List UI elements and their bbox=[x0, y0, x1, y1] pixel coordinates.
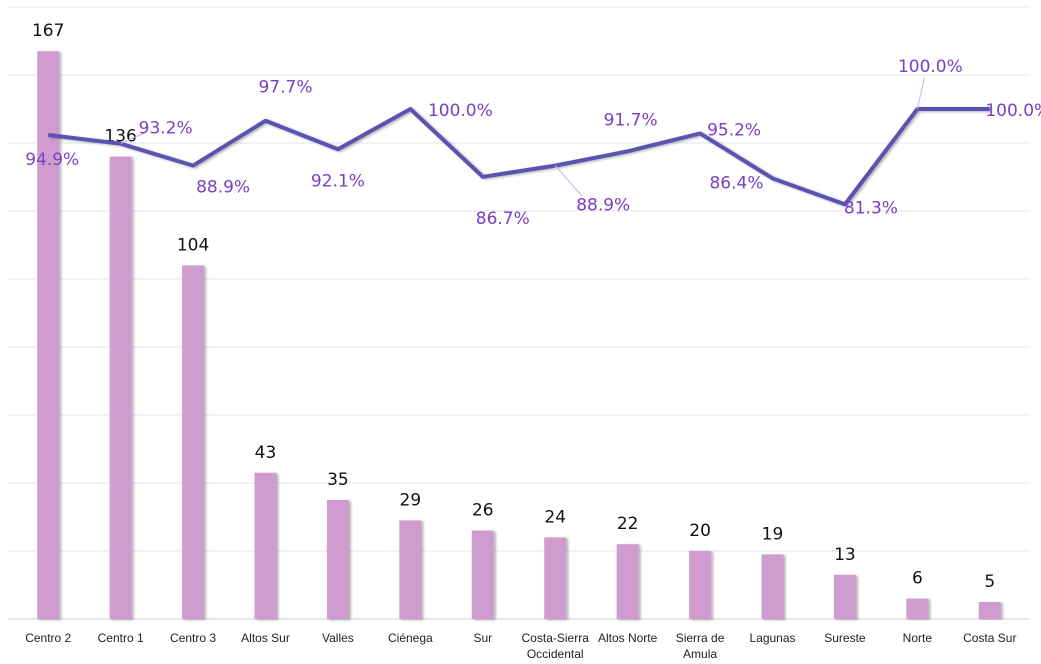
line-label: 86.7% bbox=[476, 209, 530, 229]
x-tick-label: Costa Sur bbox=[963, 631, 1017, 645]
leader-line bbox=[916, 77, 925, 110]
line-label: 88.9% bbox=[576, 196, 630, 216]
bar bbox=[689, 551, 712, 619]
line-label: 97.7% bbox=[258, 78, 312, 98]
bar-label: 29 bbox=[400, 490, 422, 510]
bar-label: 19 bbox=[762, 524, 784, 544]
line-label: 95.2% bbox=[707, 120, 761, 140]
bar-label: 20 bbox=[689, 521, 711, 541]
bar bbox=[978, 602, 1001, 619]
bar bbox=[254, 472, 277, 619]
bar-label: 167 bbox=[32, 21, 64, 41]
bar bbox=[761, 554, 784, 619]
line-label: 86.4% bbox=[709, 173, 763, 193]
x-tick-label: Sureste bbox=[824, 631, 866, 645]
x-tick-label: Valles bbox=[322, 631, 354, 645]
leader-line bbox=[554, 165, 582, 196]
x-tick-label: Sur bbox=[473, 631, 493, 645]
bar bbox=[616, 544, 639, 619]
x-tick-label: Altos Sur bbox=[241, 631, 290, 645]
x-tick-label: Centro 3 bbox=[170, 631, 217, 645]
x-tick-label: Lagunas bbox=[749, 631, 796, 645]
bar bbox=[37, 51, 60, 619]
bar-label: 26 bbox=[472, 501, 494, 521]
bar bbox=[544, 537, 567, 619]
line bbox=[47, 107, 990, 207]
x-tick-label: Costa-Sierra Occidental bbox=[521, 631, 589, 661]
bar-label: 6 bbox=[912, 569, 923, 589]
line-label: 93.2% bbox=[139, 119, 193, 139]
line-label: 91.7% bbox=[604, 110, 658, 130]
line-label: 94.9% bbox=[25, 150, 79, 170]
x-tick-label: Norte bbox=[902, 631, 933, 645]
bar bbox=[833, 574, 856, 619]
line-label: 81.3% bbox=[844, 198, 898, 218]
line-label: 100.0% bbox=[898, 57, 963, 77]
bar-label: 43 bbox=[255, 443, 277, 463]
bar bbox=[399, 520, 422, 619]
bar-label: 104 bbox=[177, 235, 209, 255]
bar-label: 13 bbox=[834, 545, 856, 565]
bar bbox=[471, 530, 494, 619]
line-label: 92.1% bbox=[311, 171, 365, 191]
x-tick-label: Centro 2 bbox=[25, 631, 72, 645]
bar bbox=[182, 265, 205, 619]
bar bbox=[326, 500, 349, 619]
bar-label: 22 bbox=[617, 514, 639, 534]
line-label: 100.0% bbox=[428, 101, 493, 121]
line-label: 88.9% bbox=[196, 178, 250, 198]
x-tick-label: Altos Norte bbox=[597, 631, 658, 645]
leader-line bbox=[120, 131, 146, 145]
bar-label: 5 bbox=[984, 572, 995, 592]
bar-label: 24 bbox=[544, 507, 566, 527]
bar bbox=[109, 156, 132, 619]
line-label: 100.0% bbox=[985, 101, 1041, 121]
x-tick-label: Centro 1 bbox=[97, 631, 144, 645]
x-tick-label: Sierra de Amula bbox=[675, 631, 725, 661]
x-tick-label: Ciénega bbox=[387, 631, 433, 645]
bar-label: 35 bbox=[327, 470, 349, 490]
bar bbox=[906, 598, 929, 619]
